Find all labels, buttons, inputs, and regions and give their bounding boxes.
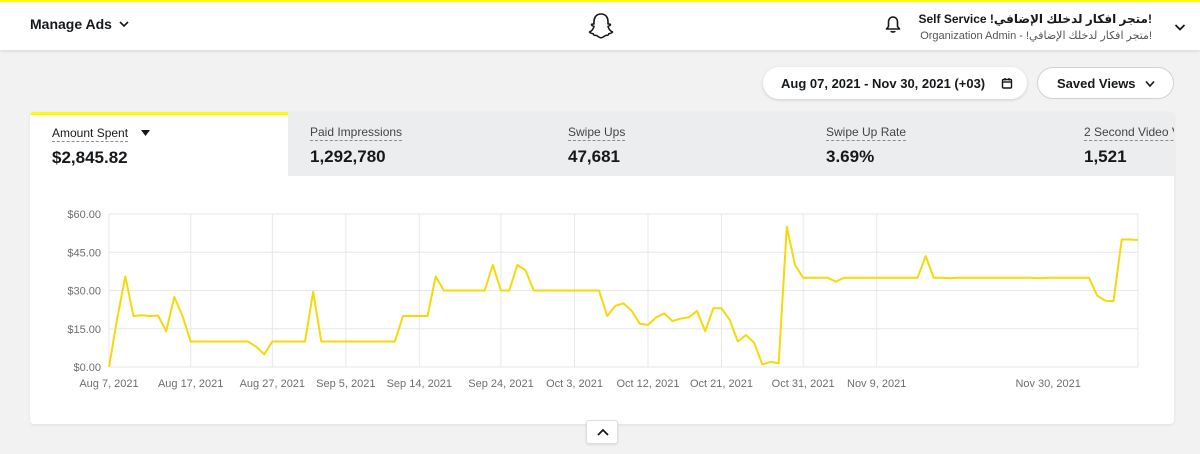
organization-name: Self Service !متجر افكار لدخلك الإضافي!: [918, 12, 1153, 26]
tab-value: 3.69%: [826, 147, 875, 166]
tab-value: 47,681: [568, 147, 620, 166]
date-range-picker[interactable]: Aug 07, 2021 - Nov 30, 2021 (+03): [763, 67, 1027, 99]
y-tick-label: $60.00: [67, 209, 101, 221]
manage-ads-menu[interactable]: Manage Ads: [30, 16, 129, 32]
account-chevron-down-icon[interactable]: [1174, 21, 1186, 33]
tab-label: Paid Impressions: [310, 125, 403, 141]
metrics-card: Amount Spent $2,845.82 Paid Impressions …: [30, 112, 1174, 424]
x-tick-label: Sep 5, 2021: [316, 378, 375, 390]
tab-label: Swipe Up Rate: [826, 125, 907, 141]
tab-paid-impressions[interactable]: Paid Impressions 1,292,780: [288, 112, 546, 176]
x-axis-labels: Aug 7, 2021 Aug 17, 2021 Aug 27, 2021 Sep 5…: [79, 378, 1081, 390]
x-tick-label: Oct 31, 2021: [772, 378, 835, 390]
metric-tabs: Amount Spent $2,845.82 Paid Impressions …: [30, 112, 1174, 176]
y-tick-label: $15.00: [67, 324, 101, 336]
x-tick-label: Sep 14, 2021: [387, 378, 452, 390]
y-tick-label: $0.00: [73, 362, 101, 374]
y-tick-label: $45.00: [67, 247, 101, 259]
x-tick-label: Oct 3, 2021: [546, 378, 603, 390]
top-bar: Manage Ads Self Service !متجر افكار لدخل…: [0, 0, 1200, 50]
notification-bell-icon[interactable]: [884, 15, 902, 34]
y-axis-labels: $60.00 $45.00 $30.00 $15.00 $0.00: [67, 209, 101, 374]
date-range-label: Aug 07, 2021 - Nov 30, 2021 (+03): [781, 75, 986, 91]
tab-label: Swipe Ups: [568, 125, 626, 141]
x-tick-label: Aug 17, 2021: [158, 378, 223, 390]
manage-ads-label: Manage Ads: [30, 16, 112, 32]
amount-spent-series-line: [108, 225, 1139, 368]
x-tick-label: Oct 21, 2021: [690, 378, 753, 390]
caret-down-icon[interactable]: [140, 129, 150, 136]
tab-value: $2,845.82: [52, 148, 128, 167]
account-role: Organization Admin - !متجر افكار لدخلك ا…: [920, 30, 1152, 42]
y-tick-label: $30.00: [67, 286, 101, 298]
calendar-icon: [1001, 78, 1013, 89]
tab-label: 2 Second Video Views: [1084, 125, 1174, 141]
chevron-down-icon: [119, 21, 129, 28]
tab-swipe-ups[interactable]: Swipe Ups 47,681: [546, 112, 804, 176]
tab-value: 1,521: [1084, 147, 1127, 166]
saved-views-label: Saved Views: [1057, 75, 1136, 91]
x-tick-label: Aug 27, 2021: [240, 378, 305, 390]
x-tick-label: Aug 7, 2021: [79, 378, 138, 390]
snapchat-ghost-icon[interactable]: [586, 11, 616, 41]
chevron-down-icon: [1145, 80, 1155, 88]
y-gridlines: [109, 213, 1138, 368]
tab-swipe-up-rate[interactable]: Swipe Up Rate 3.69%: [804, 112, 1062, 176]
account-switcher[interactable]: Self Service !متجر افكار لدخلك الإضافي! …: [919, 12, 1153, 42]
x-tick-label: Sep 24, 2021: [468, 378, 533, 390]
saved-views-dropdown[interactable]: Saved Views: [1037, 67, 1174, 99]
tab-value: 1,292,780: [310, 147, 386, 166]
tab-label: Amount Spent: [52, 126, 129, 142]
collapse-chart-button[interactable]: [586, 420, 618, 444]
tab-amount-spent[interactable]: Amount Spent $2,845.82: [30, 112, 288, 176]
amount-spent-line-chart: $60.00 $45.00 $30.00 $15.00 $0.00 Aug 7, 202…: [67, 209, 1139, 390]
tab-2-second-video-views[interactable]: 2 Second Video Views 1,521: [1062, 112, 1174, 176]
x-tick-label: Nov 30, 2021: [1015, 378, 1080, 390]
chevron-up-icon: [597, 428, 609, 436]
x-tick-label: Oct 12, 2021: [617, 378, 680, 390]
x-tick-label: Nov 9, 2021: [847, 378, 906, 390]
